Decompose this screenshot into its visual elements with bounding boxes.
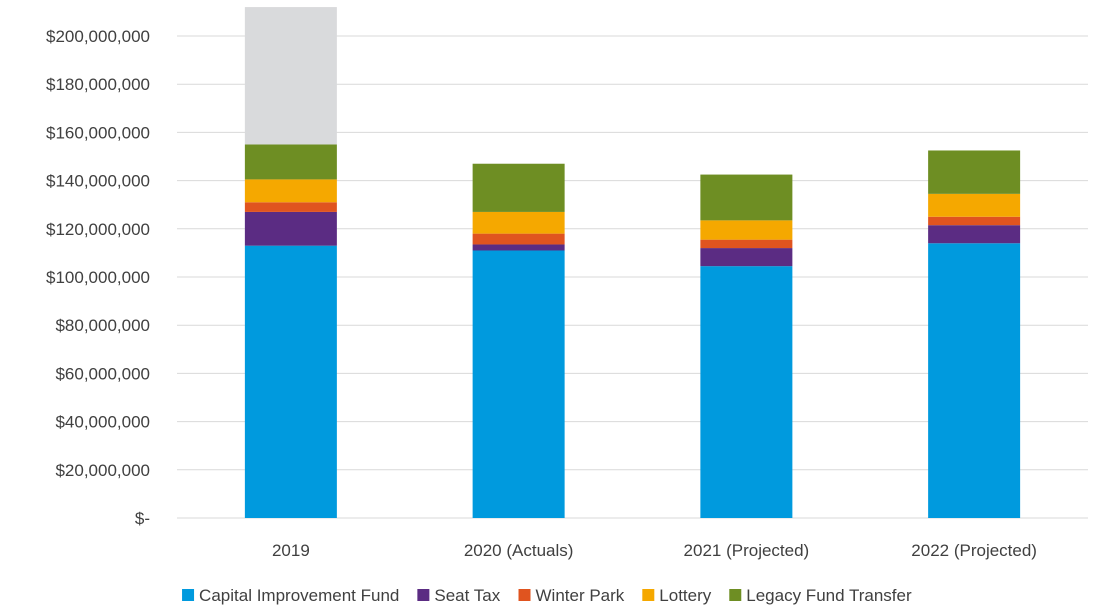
x-tick-label: 2020 (Actuals) [464,541,574,560]
bar-segment-lottery [472,211,565,234]
bar-segment-legacy-fund-transfer [700,174,793,221]
legend-label: Capital Improvement Fund [199,586,399,605]
y-tick-label: $- [135,509,150,528]
legend-swatch [417,589,430,601]
bar-segment-winter-park [244,202,337,212]
legend-label: Legacy Fund Transfer [746,586,912,605]
legend-item: Lottery [642,586,712,605]
x-tick-label: 2022 (Projected) [911,541,1037,560]
y-tick-label: $20,000,000 [55,461,150,480]
bar-segment-lottery [928,193,1021,217]
bar-segment-legacy-fund-transfer [928,150,1021,194]
x-tick-label: 2021 (Projected) [684,541,810,560]
x-axis-tick-labels: 2019 2020 (Actuals) 2021 (Projected) 2022 (… [272,541,1037,560]
bar-segment-seat-tax [928,225,1021,244]
legend-label: Seat Tax [434,586,500,605]
legend-item: Seat Tax [417,586,501,605]
bar-segment-capital-improvement-fund [244,245,337,519]
bar-segment-capital-improvement-fund [472,250,565,519]
legend-label: Winter Park [536,586,625,605]
bar-segment-unlabeled [244,7,337,145]
bar-segment-winter-park [472,233,565,245]
bar-segment-capital-improvement-fund [700,266,793,518]
y-axis-tick-labels: $- $20,000,000 $40,000,000 $60,000,000 $80,0… [46,27,150,528]
bar-segment-winter-park [700,239,793,249]
y-tick-label: $60,000,000 [55,364,150,383]
bar-segment-winter-park [928,216,1021,226]
legend-item: Legacy Fund Transfer [729,586,912,605]
bar-segment-lottery [700,220,793,240]
y-tick-label: $120,000,000 [46,220,150,239]
y-tick-label: $160,000,000 [46,123,150,142]
legend-item: Capital Improvement Fund [182,586,399,605]
legend: Capital Improvement Fund Seat Tax Winter P… [182,586,912,605]
bar-segment-seat-tax [700,248,793,267]
bars [244,7,1021,519]
legend-swatch [182,589,195,601]
bar-segment-capital-improvement-fund [928,243,1021,518]
y-tick-label: $180,000,000 [46,75,150,94]
y-tick-label: $80,000,000 [55,316,150,335]
y-tick-label: $100,000,000 [46,268,150,287]
legend-swatch [642,589,655,601]
bar-segment-legacy-fund-transfer [244,144,337,180]
legend-label: Lottery [659,586,711,605]
bar-segment-lottery [244,179,337,203]
bar-segment-seat-tax [472,244,565,251]
legend-swatch [518,589,531,601]
legend-swatch [729,589,742,601]
bar-segment-seat-tax [244,211,337,246]
legend-item: Winter Park [518,586,625,605]
y-tick-label: $140,000,000 [46,172,150,191]
x-tick-label: 2019 [272,541,310,560]
y-tick-label: $40,000,000 [55,413,150,432]
bar-segment-legacy-fund-transfer [472,163,565,212]
y-tick-label: $200,000,000 [46,27,150,46]
